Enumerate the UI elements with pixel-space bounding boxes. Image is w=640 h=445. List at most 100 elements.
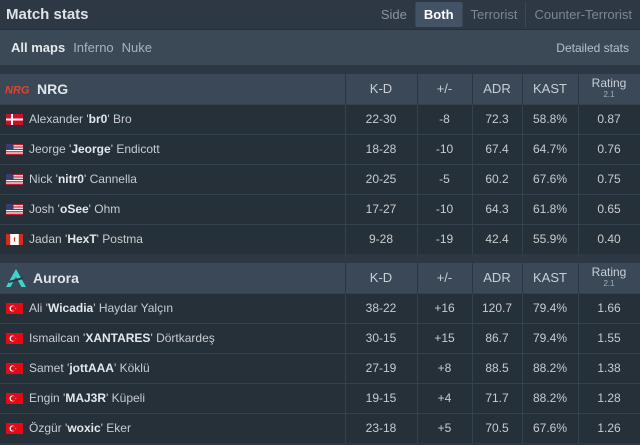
column-header-rating: Rating 2.1	[578, 263, 640, 293]
column-header-plus-minus: +/-	[417, 74, 473, 104]
plus-minus-value: +16	[417, 292, 473, 323]
player-last-name: ' Postma	[96, 232, 143, 247]
team-name[interactable]: Aurora	[33, 269, 79, 286]
kd-value: 22-30	[345, 103, 418, 134]
player-name-link[interactable]: Jeorge 'Jeorge' Endicott	[29, 142, 160, 156]
player-name-link[interactable]: Ali 'Wicadia' Haydar Yalçın	[29, 301, 173, 315]
turkey-flag-icon	[6, 302, 23, 314]
player-nickname: Wicadia	[47, 301, 94, 315]
plus-minus-value: +15	[417, 322, 473, 353]
player-name-link[interactable]: Jadan 'HexT' Postma	[29, 232, 143, 246]
adr-value: 88.5	[472, 352, 523, 383]
plus-minus-value: -8	[417, 103, 473, 134]
player-cell: Özgür 'woxic' Eker	[0, 412, 346, 443]
team-header-row: NRG NRG K-D +/- ADR KAST Rating 2.1	[0, 74, 640, 104]
player-first-name: Özgür '	[29, 421, 68, 436]
player-nickname: Jeorge	[71, 142, 111, 156]
player-last-name: ' Cannella	[83, 172, 137, 186]
player-last-name: ' Bro	[107, 112, 132, 126]
rating-value: 1.28	[578, 382, 640, 413]
player-first-name: Samet '	[29, 361, 70, 375]
map-tab-all[interactable]: All maps	[11, 40, 66, 55]
player-first-name: Ali '	[29, 301, 48, 315]
player-last-name: ' Eker	[100, 421, 131, 436]
kast-value: 64.7%	[522, 133, 579, 164]
rating-value: 0.76	[578, 133, 640, 164]
player-row: Alexander 'br0' Bro 22-30 -8 72.3 58.8% 0.87	[0, 103, 640, 134]
plus-minus-value: +8	[417, 352, 473, 383]
player-first-name: Nick '	[29, 172, 58, 186]
team-header: NRG NRG	[0, 74, 346, 104]
player-cell: Josh 'oSee' Ohm	[0, 193, 346, 224]
kd-value: 19-15	[345, 382, 418, 413]
player-name-link[interactable]: Özgür 'woxic' Eker	[29, 421, 131, 435]
turkey-flag-icon	[6, 332, 23, 344]
player-row: Ali 'Wicadia' Haydar Yalçın 38-22 +16 120.7…	[0, 292, 640, 323]
map-tab-nuke[interactable]: Nuke	[121, 40, 153, 55]
column-header-adr: ADR	[472, 74, 523, 104]
rating-version: 2.1	[603, 278, 615, 288]
rating-version: 2.1	[603, 89, 615, 99]
player-first-name: Ismailcan '	[29, 331, 86, 345]
player-name-link[interactable]: Ismailcan 'XANTARES' Dörtkardeş	[29, 331, 215, 345]
player-cell: Nick 'nitr0' Cannella	[0, 163, 346, 194]
adr-value: 71.7	[472, 382, 523, 413]
player-nickname: woxic	[67, 421, 101, 436]
kast-value: 79.4%	[522, 322, 579, 353]
rating-label: Rating	[591, 264, 627, 279]
adr-value: 72.3	[472, 103, 523, 134]
player-last-name: ' Dörtkardeş	[150, 331, 215, 345]
adr-value: 64.3	[472, 193, 523, 224]
side-both-button[interactable]: Both	[414, 2, 462, 27]
player-cell: Jeorge 'Jeorge' Endicott	[0, 133, 346, 164]
kd-value: 38-22	[345, 292, 418, 323]
detailed-stats-link[interactable]: Detailed stats	[556, 40, 629, 55]
player-cell: Alexander 'br0' Bro	[0, 103, 346, 134]
map-tab-inferno[interactable]: Inferno	[73, 40, 114, 55]
kast-value: 67.6%	[522, 163, 579, 194]
kd-value: 30-15	[345, 322, 418, 353]
rating-value: 0.75	[578, 163, 640, 194]
kd-value: 18-28	[345, 133, 418, 164]
team-header-row: Aurora K-D +/- ADR KAST Rating 2.1	[0, 263, 640, 293]
adr-value: 70.5	[472, 412, 523, 443]
usa-flag-icon	[6, 143, 23, 155]
kd-value: 23-18	[345, 412, 418, 443]
player-name-link[interactable]: Samet 'jottAAA' Köklü	[29, 361, 150, 375]
column-header-kast: KAST	[522, 263, 579, 293]
kd-value: 17-27	[345, 193, 418, 224]
side-terrorist-button[interactable]: Terrorist	[461, 2, 526, 27]
player-name-link[interactable]: Engin 'MAJ3R' Küpeli	[29, 391, 145, 405]
player-last-name: ' Endicott	[110, 142, 160, 156]
player-nickname: br0	[88, 112, 108, 126]
player-name-link[interactable]: Josh 'oSee' Ohm	[29, 202, 120, 216]
player-cell: Engin 'MAJ3R' Küpeli	[0, 382, 346, 413]
kd-value: 20-25	[345, 163, 418, 194]
player-name-link[interactable]: Nick 'nitr0' Cannella	[29, 172, 137, 186]
page-title: Match stats	[6, 6, 89, 23]
column-header-kast: KAST	[522, 74, 579, 104]
player-nickname: jottAAA	[69, 361, 114, 375]
side-ct-button[interactable]: Counter-Terrorist	[525, 2, 640, 27]
plus-minus-value: +4	[417, 382, 473, 413]
player-last-name: ' Haydar Yalçın	[93, 301, 174, 315]
aurora-logo-icon	[5, 268, 27, 288]
kast-value: 67.6%	[522, 412, 579, 443]
adr-value: 60.2	[472, 163, 523, 194]
player-row: Nick 'nitr0' Cannella 20-25 -5 60.2 67.6% 0.7…	[0, 163, 640, 194]
player-last-name: ' Köklü	[113, 361, 150, 375]
player-row: Josh 'oSee' Ohm 17-27 -10 64.3 61.8% 0.65	[0, 193, 640, 224]
match-stats-header: Match stats Side Both Terrorist Counter-…	[0, 0, 640, 29]
player-cell: Samet 'jottAAA' Köklü	[0, 352, 346, 383]
adr-value: 86.7	[472, 322, 523, 353]
player-row: Jeorge 'Jeorge' Endicott 18-28 -10 67.4 64.7…	[0, 133, 640, 164]
player-name-link[interactable]: Alexander 'br0' Bro	[29, 112, 132, 126]
team-name[interactable]: NRG	[37, 80, 69, 97]
rating-value: 1.26	[578, 412, 640, 443]
adr-value: 42.4	[472, 223, 523, 254]
player-first-name: Jadan '	[29, 232, 68, 247]
player-row: Ismailcan 'XANTARES' Dörtkardeş 30-15 +15 8…	[0, 322, 640, 353]
team-stats-table-aurora: Aurora K-D +/- ADR KAST Rating 2.1 Ali 'Wicadia…	[0, 263, 640, 443]
player-first-name: Engin '	[29, 391, 66, 405]
rating-value: 1.66	[578, 292, 640, 323]
